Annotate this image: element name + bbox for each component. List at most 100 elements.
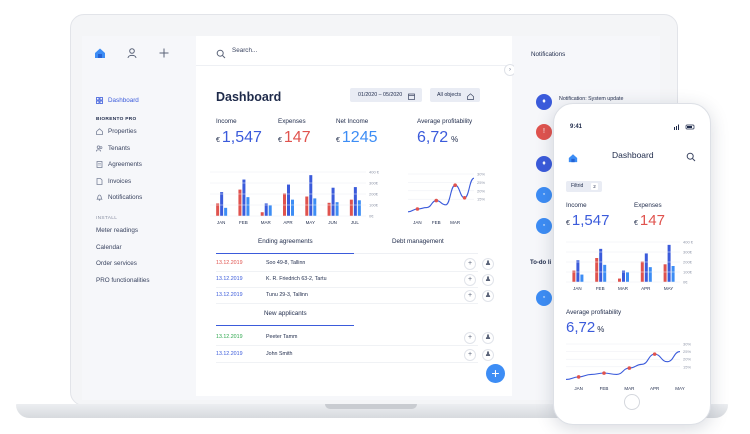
sidebar-link-pro-functionalities[interactable]: PRO functionalities [96, 276, 150, 284]
y-tick-label: 30% [683, 342, 691, 347]
sidebar-item-invoices[interactable]: Invoices [96, 173, 192, 190]
y-tick-label: 0€ [683, 280, 688, 285]
notification-chat-icon[interactable]: ▫ [536, 218, 552, 234]
filter-button[interactable]: Filtrid 2 [566, 181, 602, 192]
data-point [652, 352, 657, 356]
x-tick-label: JUL [351, 220, 359, 225]
add-user-icon[interactable]: ♟ [482, 332, 494, 344]
currency-symbol: € [216, 137, 220, 144]
bar [622, 270, 625, 282]
bar [626, 272, 629, 282]
add-button[interactable]: + [464, 349, 476, 361]
add-icon[interactable] [158, 46, 170, 58]
date-range-label: 01/2020 – 05/2020 [358, 92, 403, 98]
x-tick-label: MAY [306, 220, 315, 225]
sidebar-link-order-services[interactable]: Order services [96, 260, 137, 267]
date-range-button[interactable]: 01/2020 – 05/2020 [350, 88, 422, 102]
add-button[interactable]: + [464, 290, 476, 302]
sidebar-item-dashboard[interactable]: Dashboard [96, 92, 192, 109]
sidebar-item-agreements[interactable]: Agreements [96, 157, 192, 174]
sidebar-link-calendar[interactable]: Calendar [96, 243, 122, 251]
home-logo-icon[interactable] [568, 150, 578, 163]
notification-chat-icon[interactable]: ▫ [536, 187, 552, 203]
sidebar-item-tenants[interactable]: Tenants [95, 140, 192, 157]
x-tick-label: JAN [574, 386, 583, 391]
sidebar-section-title: BIORENTO PRO [96, 116, 137, 122]
bar [264, 203, 268, 216]
bar [287, 184, 290, 216]
y-tick-label: 15% [683, 364, 691, 369]
tab-debt-management[interactable]: Debt management [392, 238, 444, 245]
home-logo-icon[interactable] [94, 46, 106, 58]
user-icon[interactable] [126, 46, 138, 59]
y-tick-label: 100€ [369, 203, 379, 208]
bar [268, 205, 272, 216]
x-tick-label: FEB [239, 220, 248, 225]
y-tick-label: 25% [683, 349, 691, 354]
x-tick-label: JUN [328, 220, 337, 225]
sidebar-item-label: Agreements [108, 161, 142, 169]
objects-filter-button[interactable]: All objects [430, 88, 480, 102]
sidebar-item-properties[interactable]: Properties [96, 124, 192, 141]
document-icon [96, 161, 103, 169]
add-button[interactable]: + [464, 332, 476, 344]
sidebar: Dashboard BIORENTO PRO Properties Tenant… [82, 36, 194, 400]
table-row[interactable]: 13.12.2019 Soo 49-8, Tallinn + ♟ [216, 256, 494, 272]
objects-filter-label: All objects [437, 92, 462, 98]
y-tick-label: 25% [477, 180, 485, 185]
notification-bell-icon[interactable]: ♦ [536, 156, 552, 172]
kpi-value: 1,547 [221, 129, 262, 146]
status-icons [674, 124, 696, 132]
kpi-value-wrap: 6,72% [566, 319, 604, 336]
kpi-value: 147 [283, 129, 311, 146]
bar [220, 192, 224, 216]
table-row[interactable]: 13.12.2019 Tunu 29-3, Tallinn + ♟ [216, 288, 494, 304]
notification-chat-icon[interactable]: ▫ [536, 290, 552, 306]
table-row[interactable]: 13.12.2019 K. R. Friedrich 63-2, Tartu +… [216, 272, 494, 288]
kpi-value: 6,72 [566, 319, 596, 336]
filter-count-badge: 2 [591, 183, 598, 190]
table-row[interactable]: 13.12.2019 John Smith + ♟ [216, 347, 494, 363]
add-user-icon[interactable]: ♟ [482, 349, 494, 361]
laptop-notch [325, 404, 417, 409]
x-tick-label: FEB [596, 286, 605, 291]
bar [246, 197, 250, 216]
bar [335, 202, 339, 216]
floating-add-button[interactable]: + [486, 364, 505, 383]
laptop-base [16, 404, 728, 418]
add-user-icon[interactable]: ♟ [482, 274, 494, 286]
kpi-label: Average profitability [417, 118, 473, 125]
currency-symbol: € [566, 220, 570, 227]
sidebar-top-icons [94, 46, 170, 59]
row-address: Soo 49-8, Tallinn [266, 260, 306, 266]
table-row[interactable]: 13.12.2019 Peeter Tamm + ♟ [216, 330, 494, 346]
dashboard-icon [96, 96, 103, 104]
tab-ending-agreements[interactable]: Ending agreements [258, 238, 313, 245]
add-user-icon[interactable]: ♟ [482, 258, 494, 270]
y-tick-label: 20% [683, 357, 691, 362]
data-point [462, 196, 467, 200]
add-button[interactable]: + [464, 274, 476, 286]
x-tick-label: MAR [624, 386, 635, 391]
add-button[interactable]: + [464, 258, 476, 270]
search-icon[interactable] [686, 149, 696, 162]
x-tick-label: JAN [573, 286, 582, 291]
mobile-app: 9:41 Dashboard Filtrid 2 Income €1,547 E… [553, 103, 711, 425]
notification-bell-icon[interactable]: ♦ [536, 94, 552, 110]
search-input[interactable]: Search... [232, 47, 258, 54]
tab-bar: Ending agreements Debt management [216, 238, 478, 254]
bar [648, 267, 652, 282]
home-button[interactable] [624, 394, 640, 410]
sidebar-item-notifications[interactable]: Notifications [96, 190, 192, 207]
notification-alert-icon[interactable]: ! [536, 124, 552, 140]
y-tick-label: 400 € [683, 240, 694, 245]
new-applicants-title[interactable]: New applicants [264, 310, 307, 317]
add-user-icon[interactable]: ♟ [482, 290, 494, 302]
kpi-value: 6,72 [417, 129, 449, 146]
x-tick-label: JAN [217, 220, 226, 225]
row-name: John Smith [266, 351, 293, 357]
bar [644, 253, 648, 282]
data-point [576, 375, 581, 379]
sidebar-link-meter-readings[interactable]: Meter readings [96, 227, 138, 234]
search-bar[interactable]: Search... [196, 36, 512, 66]
